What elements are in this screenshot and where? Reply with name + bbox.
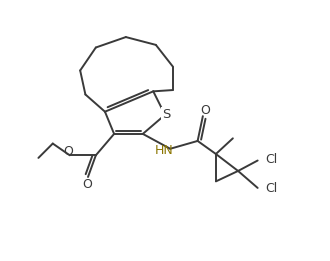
Text: O: O [82,178,92,191]
Text: Cl: Cl [265,182,277,195]
Text: O: O [201,104,211,117]
Text: HN: HN [154,144,173,157]
Text: Cl: Cl [265,153,277,166]
Text: O: O [63,145,73,158]
Text: S: S [162,108,171,121]
